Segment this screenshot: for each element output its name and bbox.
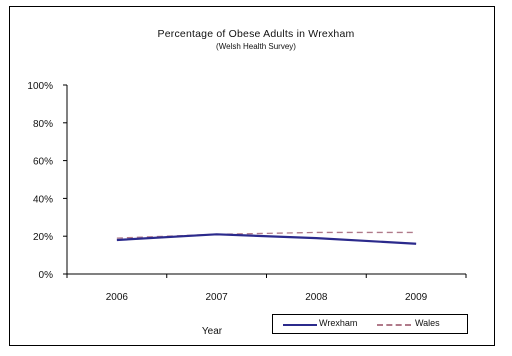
legend: Wrexham Wales	[272, 314, 468, 334]
legend-swatch-wrexham	[283, 324, 317, 326]
y-tick-label: 100%	[27, 81, 53, 92]
chart-subtitle: (Welsh Health Survey)	[216, 42, 296, 51]
y-tick-labels: 0% 20% 40% 60% 80% 100%	[27, 81, 53, 281]
series-line-wrexham	[116, 233, 417, 245]
y-tick-label: 0%	[39, 270, 54, 281]
chart-title: Percentage of Obese Adults in Wrexham	[157, 28, 355, 40]
y-tick-label: 60%	[33, 157, 53, 168]
legend-swatch-wales	[377, 324, 411, 326]
legend-label-wrexham: Wrexham	[319, 318, 358, 328]
x-tick-label: 2008	[305, 292, 328, 303]
series-lines	[116, 231, 417, 245]
y-tick-label: 20%	[33, 232, 53, 243]
x-tick-label: 2009	[405, 292, 428, 303]
x-tick-labels: 2006 2007 2008 2009	[106, 292, 428, 303]
x-tick-label: 2007	[206, 292, 229, 303]
x-axis-label: Year	[202, 326, 223, 337]
chart-frame	[9, 6, 495, 346]
x-tick-label: 2006	[106, 292, 129, 303]
y-tick-label: 40%	[33, 194, 53, 205]
chart-axes	[63, 84, 467, 278]
y-tick-label: 80%	[33, 119, 53, 130]
legend-label-wales: Wales	[415, 318, 440, 328]
